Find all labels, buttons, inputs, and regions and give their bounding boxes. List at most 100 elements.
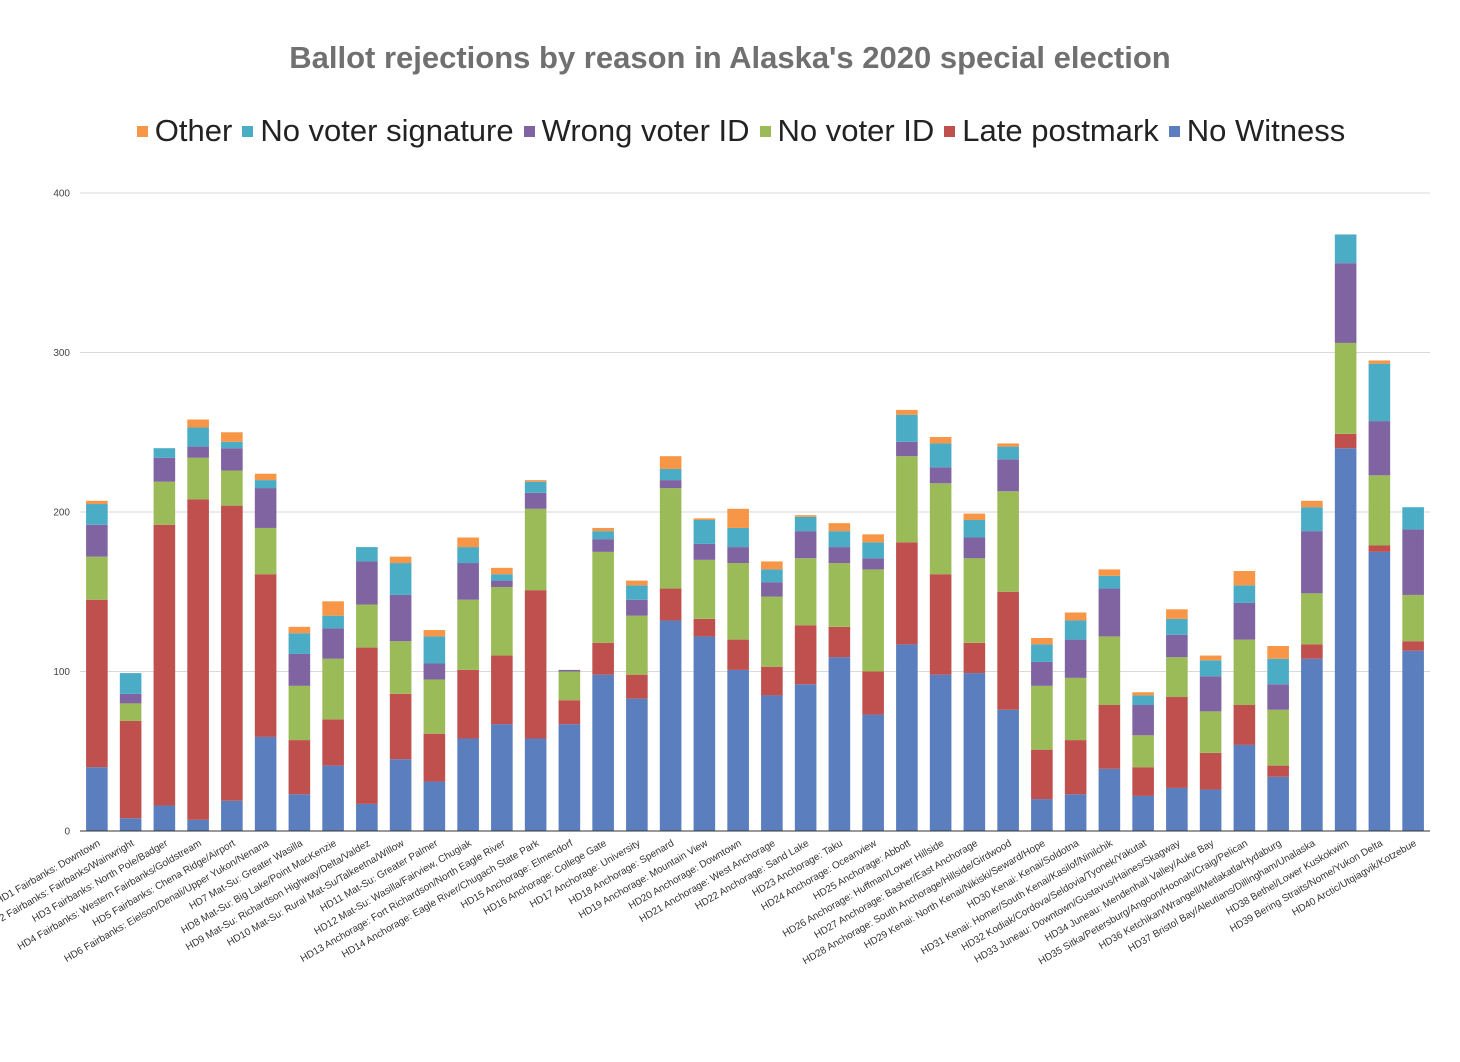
bar-segment <box>963 642 986 674</box>
legend-swatch-wrong-voter-id <box>523 125 535 137</box>
bar-segment <box>1301 644 1323 659</box>
bar-segment <box>659 620 682 831</box>
bar-segment <box>221 432 243 442</box>
bar-segment <box>322 658 344 720</box>
bar-segment <box>828 657 851 831</box>
bar-segment <box>1098 575 1121 589</box>
bar-segment <box>761 666 783 696</box>
bar-segment <box>1301 507 1323 532</box>
legend-label-other: Other <box>154 113 233 148</box>
bar-segment <box>187 446 209 458</box>
bar-segment <box>592 551 614 643</box>
bar-segment <box>1267 645 1289 659</box>
bar-segment <box>896 441 918 457</box>
bar-segment <box>1064 612 1087 621</box>
bar-segment <box>86 524 108 557</box>
bar-segment <box>963 513 986 520</box>
bar-segment <box>626 585 648 600</box>
bar-segment <box>862 534 884 543</box>
bar-segment <box>1064 677 1087 741</box>
bar-segment <box>558 669 581 672</box>
bar-segment <box>288 740 311 795</box>
bar-segment <box>693 618 716 637</box>
bar-segment <box>1402 529 1424 595</box>
bar-segment <box>1334 342 1357 434</box>
bar-segment <box>1233 744 1256 831</box>
bar-segment <box>322 719 344 766</box>
bar-segment <box>963 537 986 559</box>
legend-item-wrong-voter-id: Wrong voter ID <box>523 113 750 149</box>
legend-item-no-voter-signature: No voter signature <box>242 113 514 149</box>
bar-segment <box>187 457 209 500</box>
bar-segment <box>491 586 513 656</box>
bar-segment <box>828 523 851 532</box>
bar-segment <box>457 599 479 670</box>
bar-segment <box>153 457 176 482</box>
bar-segment <box>929 483 952 575</box>
bar-segment <box>626 615 648 675</box>
bar-segment <box>1166 657 1188 698</box>
bar-segment <box>929 674 952 831</box>
bar-segment <box>659 456 682 469</box>
bar-segment <box>761 596 783 667</box>
bar-segment <box>828 547 851 564</box>
bar-segment <box>592 527 614 532</box>
bar-segment <box>1064 740 1087 795</box>
bar-segment <box>862 671 884 715</box>
bar-segment <box>592 539 614 552</box>
bar-segment <box>1301 593 1323 645</box>
bar-segment <box>929 574 952 675</box>
bar-segment <box>794 625 817 685</box>
bar-segment <box>423 630 446 637</box>
bar-segment <box>1233 639 1256 705</box>
bar-segment <box>221 470 243 506</box>
bar-segment <box>1334 448 1357 831</box>
bar-segment <box>1334 234 1357 264</box>
bar-segment <box>896 456 918 543</box>
legend-label-late-postmark: Late postmark <box>962 113 1159 148</box>
bar-segment <box>929 443 952 468</box>
bar-segment <box>1402 650 1424 831</box>
bar-segment <box>997 446 1019 460</box>
bar-segment <box>693 519 716 544</box>
bar-segment <box>862 558 884 570</box>
bar-segment <box>1098 588 1121 637</box>
legend-swatch-no-voter-id <box>759 125 771 137</box>
bar-segment <box>1267 684 1289 710</box>
bar-segment <box>693 518 716 520</box>
bar-segment <box>1166 787 1188 831</box>
bar-segment <box>1031 799 1053 831</box>
bar-segment <box>1368 475 1391 546</box>
bar-segment <box>86 500 108 505</box>
bar-segment <box>187 819 209 831</box>
bar-segment <box>1098 569 1121 576</box>
bar-segment <box>862 569 884 672</box>
bar-segment <box>1368 545 1391 552</box>
bar-segment <box>963 558 986 643</box>
bar-segment <box>221 505 243 801</box>
bar-segment <box>1368 551 1391 832</box>
bar-segment <box>457 537 479 548</box>
bar-segment <box>1267 765 1289 777</box>
bar-segment <box>288 633 311 654</box>
bar-segment <box>356 803 378 831</box>
legend-label-wrong-voter-id: Wrong voter ID <box>541 113 750 148</box>
legend-swatch-other <box>136 125 148 137</box>
bar-segment <box>356 561 378 605</box>
bar-segment <box>457 547 479 564</box>
legend-label-no-voter-id: No voter ID <box>777 113 935 148</box>
bar-segment <box>1166 618 1188 635</box>
bar-segment <box>457 738 479 831</box>
bar-segment <box>1233 602 1256 640</box>
bar-segment <box>761 561 783 570</box>
bar-segment <box>491 580 513 587</box>
bar-segment <box>1064 639 1087 678</box>
bar-segment <box>794 515 817 517</box>
bar-segment <box>153 448 176 458</box>
bar-segment <box>997 709 1019 831</box>
bar-segment <box>1402 641 1424 651</box>
bar-segment <box>1368 421 1391 476</box>
bar-segment <box>929 467 952 484</box>
bar-segment <box>221 448 243 471</box>
chart-title: Ballot rejections by reason in Alaska's … <box>289 40 1171 75</box>
